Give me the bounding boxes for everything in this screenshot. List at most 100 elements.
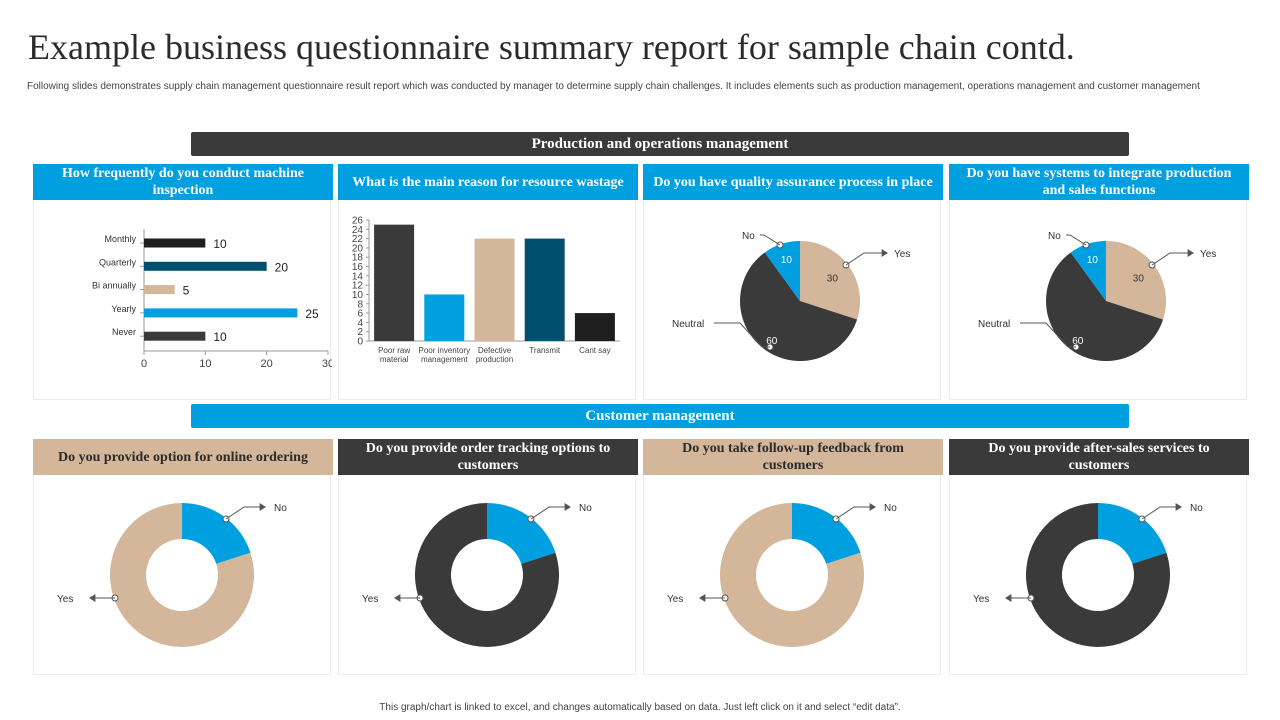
y-tick-label: 2 [357,327,363,338]
column [524,238,565,341]
after-sales-donut-chart[interactable]: No Yes [950,476,1248,676]
slice-value-label: 30 [1133,273,1145,284]
callout-label-yes: Yes [667,594,683,605]
y-tick-label: Bi annually [92,281,137,291]
callout-line [835,506,874,520]
customer-section-banner: Customer management [191,404,1129,428]
bar [144,331,206,341]
callout-line [714,322,770,348]
callout-arrowhead [1005,594,1012,602]
pie-slice [740,252,858,361]
pie-slice [1106,241,1166,320]
callout-arrowhead [699,594,706,602]
pie-slice [1070,241,1106,301]
pie-slice [764,241,800,301]
y-tick-label: 14 [352,271,364,282]
panel-title: Do you take follow-up feedback from cust… [643,439,943,475]
column [474,238,515,341]
panel-title: What is the main reason for resource was… [338,164,638,200]
y-tick-label: 12 [352,281,364,292]
machine-inspection-bar-chart[interactable]: 0 10 20 30 Monthly 10 Quarterly 20 Bi annually 5 Y… [34,201,332,401]
slice-value-label: 30 [827,273,839,284]
callout-label-yes: Yes [1200,249,1216,260]
callout-line [1151,252,1192,266]
follow-up-feedback-donut-chart[interactable]: No Yes [644,476,942,676]
callout-arrowhead [564,503,571,511]
slice-value-label: 60 [766,336,778,347]
callout-label-no: No [884,503,897,514]
y-tick-label: Yearly [111,304,136,314]
callout-arrowhead [1175,503,1182,511]
callout-line [1066,234,1087,246]
pie-slice [800,241,860,320]
y-tick-label: 0 [357,337,363,348]
y-tick-label: 26 [352,216,364,227]
donut-segment [415,503,559,647]
y-tick-label: Quarterly [99,257,137,267]
panel-title: Do you provide order tracking options to… [338,439,638,475]
x-tick-label: Cant say [579,346,611,355]
y-tick-label: 4 [357,318,363,329]
pie-slice [1046,252,1164,361]
footer-note: This graph/chart is linked to excel, and… [379,702,901,713]
bar [144,285,175,295]
y-tick-label: 24 [352,225,364,236]
x-tick-label: 10 [199,358,211,370]
callout-label-no: No [1190,503,1203,514]
donut-segment [1098,503,1167,564]
callout-line [225,506,264,520]
bar-data-label: 10 [213,330,227,344]
integration-systems-panel: Do you have systems to integrate product… [949,164,1249,401]
panel-title: How frequently do you conduct machine in… [33,164,333,200]
callout-label-yes: Yes [362,594,378,605]
page-title: Example business questionnaire summary r… [28,27,1075,67]
donut-segment [792,503,861,564]
quality-assurance-panel: Do you have quality assurance process in… [643,164,943,401]
panel-title: Do you have quality assurance process in… [643,164,943,200]
callout-line [530,506,569,520]
callout-label-no: No [274,503,287,514]
after-sales-panel: Do you provide after-sales services to c… [949,439,1249,676]
callout-label-no: No [579,503,592,514]
bar [144,238,206,248]
order-tracking-donut-chart[interactable]: No Yes [339,476,637,676]
x-tick-label: 30 [322,358,332,370]
bar [144,308,298,318]
x-tick-label: 20 [261,358,273,370]
callout-arrowhead [869,503,876,511]
callout-label-neutral: Neutral [978,319,1010,330]
follow-up-feedback-panel: Do you take follow-up feedback from cust… [643,439,943,676]
bar-data-label: 25 [305,307,319,321]
quality-assurance-pie-chart[interactable]: 30 10 60 Yes No Neutral [644,201,942,401]
slice-value-label: 60 [1072,336,1084,347]
donut-segment [720,503,864,647]
panel-title: Do you have systems to integrate product… [949,164,1249,200]
callout-line [1020,322,1076,348]
y-tick-label: 6 [357,309,363,320]
bar-data-label: 20 [275,260,289,274]
column [374,224,415,341]
callout-arrowhead [881,249,888,257]
column [424,294,465,341]
donut-segment [110,503,254,647]
callout-label-yes: Yes [973,594,989,605]
x-tick-label: Poor raw material [378,346,410,364]
callout-label-yes: Yes [57,594,73,605]
y-tick-label: 20 [352,243,364,254]
x-tick-label: Transmit [529,346,561,355]
slice-value-label: 10 [1087,255,1099,266]
bar-data-label: 10 [213,237,227,251]
callout-arrowhead [394,594,401,602]
online-ordering-donut-chart[interactable]: No Yes [34,476,332,676]
integration-systems-pie-chart[interactable]: 30 10 60 Yes No Neutral [950,201,1248,401]
y-tick-label: Never [112,327,136,337]
x-tick-label: 0 [141,358,147,370]
y-tick-label: 8 [357,299,363,310]
y-tick-label: 18 [352,253,364,264]
panel-title: Do you provide option for online orderin… [33,439,333,475]
callout-line [845,252,886,266]
callout-label-no: No [1048,231,1061,242]
donut-segment [182,503,251,564]
online-ordering-panel: Do you provide option for online orderin… [33,439,333,676]
